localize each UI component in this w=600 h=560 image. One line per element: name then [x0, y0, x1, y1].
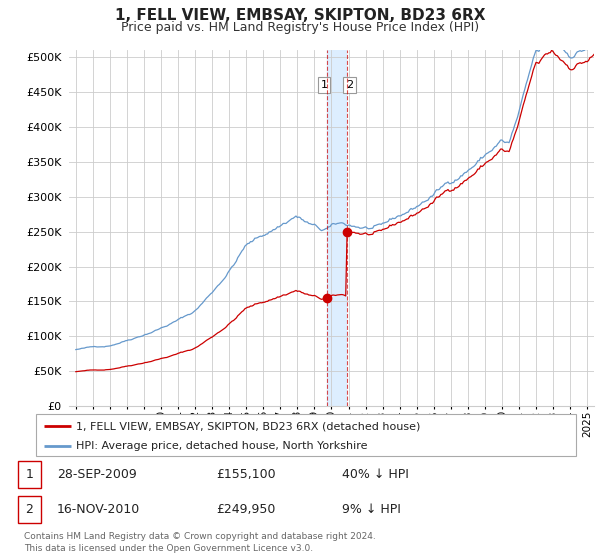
Text: £155,100: £155,100: [216, 468, 275, 481]
Text: 1: 1: [320, 80, 328, 90]
Text: 16-NOV-2010: 16-NOV-2010: [57, 503, 140, 516]
Text: £249,950: £249,950: [216, 503, 275, 516]
Text: 2: 2: [25, 503, 34, 516]
Text: HPI: Average price, detached house, North Yorkshire: HPI: Average price, detached house, Nort…: [77, 441, 368, 451]
Text: 1: 1: [25, 468, 34, 481]
Text: Contains HM Land Registry data © Crown copyright and database right 2024.
This d: Contains HM Land Registry data © Crown c…: [24, 532, 376, 553]
Bar: [18, 496, 41, 523]
Text: 40% ↓ HPI: 40% ↓ HPI: [342, 468, 409, 481]
Bar: [327, 50, 346, 406]
Text: 9% ↓ HPI: 9% ↓ HPI: [342, 503, 401, 516]
Text: 2: 2: [346, 80, 353, 90]
Text: Price paid vs. HM Land Registry's House Price Index (HPI): Price paid vs. HM Land Registry's House …: [121, 21, 479, 34]
Text: 28-SEP-2009: 28-SEP-2009: [57, 468, 137, 481]
Text: 1, FELL VIEW, EMBSAY, SKIPTON, BD23 6RX (detached house): 1, FELL VIEW, EMBSAY, SKIPTON, BD23 6RX …: [77, 421, 421, 431]
Text: 1, FELL VIEW, EMBSAY, SKIPTON, BD23 6RX: 1, FELL VIEW, EMBSAY, SKIPTON, BD23 6RX: [115, 8, 485, 24]
Bar: [18, 461, 41, 488]
